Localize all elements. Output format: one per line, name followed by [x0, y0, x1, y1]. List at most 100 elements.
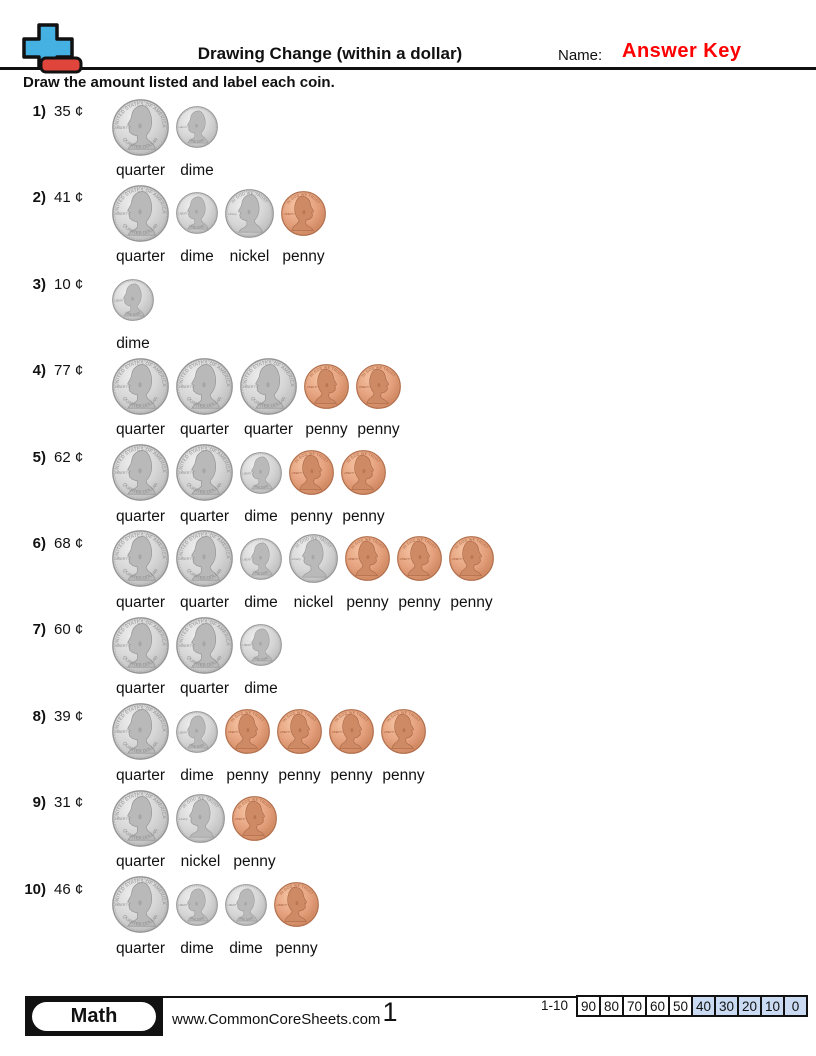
- coin-label: penny: [290, 507, 333, 525]
- coin-item: IN GOD WE TRUST LIBERTY penny: [289, 444, 334, 526]
- coin-dime: ONE DIME LIBERTY: [225, 876, 267, 934]
- problem-number: 7): [32, 621, 46, 639]
- coin-row: UNITED STATES OF AMERICA QUARTER DOLLAR LI…: [112, 98, 218, 180]
- coin-item: IN GOD WE TRUST LIBERTY penny: [397, 530, 442, 612]
- svg-text:LIBERTY: LIBERTY: [115, 730, 130, 734]
- svg-text:LIBERTY: LIBERTY: [332, 730, 343, 734]
- problem-amount: 46 ¢: [54, 880, 84, 898]
- subject-badge-label: Math: [32, 1001, 156, 1031]
- coin-item: UNITED STATES OF AMERICA QUARTER DOLLAR LI…: [176, 444, 233, 526]
- problem-row: 10) 46 ¢ UNITED STATES OF AMERICA QUARTER …: [0, 876, 816, 962]
- coin-label: dime: [116, 334, 150, 352]
- coin-label: quarter: [179, 507, 230, 525]
- coin-item: UNITED STATES OF AMERICA QUARTER DOLLAR LI…: [176, 530, 233, 612]
- logo-dash-icon: [39, 56, 83, 74]
- coin-item: IN GOD WE TRUST LIBERTY penny: [356, 357, 401, 439]
- svg-text:Liberty: Liberty: [292, 557, 301, 561]
- coin-quarter: UNITED STATES OF AMERICA QUARTER DOLLAR LI…: [112, 444, 169, 502]
- svg-text:ONE DIME: ONE DIME: [189, 742, 206, 748]
- dime-coin-icon: ONE DIME LIBERTY: [176, 106, 218, 148]
- coin-row: UNITED STATES OF AMERICA QUARTER DOLLAR LI…: [112, 789, 277, 871]
- svg-text:ONE DIME: ONE DIME: [125, 310, 142, 316]
- coin-label: dime: [244, 680, 278, 698]
- problem-number: 10): [24, 880, 46, 898]
- problem-amount: 60 ¢: [54, 621, 84, 639]
- coin-label: nickel: [293, 593, 334, 611]
- subject-badge: Math: [25, 996, 163, 1036]
- problem-amount: 35 ¢: [54, 103, 84, 120]
- coin-item: IN GOD WE TRUST LIBERTY penny: [449, 530, 494, 612]
- dime-coin-icon: ONE DIME LIBERTY: [225, 883, 267, 926]
- coin-dime: ONE DIME LIBERTY: [240, 530, 282, 588]
- problem-number: 6): [32, 534, 46, 552]
- coin-row: UNITED STATES OF AMERICA QUARTER DOLLAR LI…: [112, 703, 426, 785]
- score-cell: 60: [645, 995, 670, 1017]
- svg-text:ONE DIME: ONE DIME: [189, 915, 206, 921]
- instruction-text: Draw the amount listed and label each co…: [23, 74, 335, 91]
- coin-item: IN GOD WE TRUST Liberty nickel: [176, 789, 225, 871]
- dime-coin-icon: ONE DIME LIBERTY: [176, 710, 218, 753]
- coin-row: UNITED STATES OF AMERICA QUARTER DOLLAR LI…: [112, 444, 386, 526]
- svg-text:ONE DIME: ONE DIME: [189, 224, 206, 230]
- score-table: 1-10 90 80 70 60 50 40 30 20 10 0: [541, 995, 808, 1017]
- score-cell: 20: [737, 995, 762, 1017]
- svg-text:LIBERTY: LIBERTY: [179, 558, 194, 562]
- coin-item: IN GOD WE TRUST LIBERTY penny: [381, 703, 426, 785]
- coin-item: ONE DIME LIBERTY dime: [240, 444, 282, 526]
- dime-coin-icon: ONE DIME LIBERTY: [176, 883, 218, 926]
- coin-label: penny: [233, 853, 276, 871]
- problem-amount: 10 ¢: [54, 275, 84, 293]
- coin-label: quarter: [179, 680, 230, 698]
- coin-label: quarter: [115, 248, 166, 266]
- coin-penny: IN GOD WE TRUST LIBERTY: [329, 703, 374, 761]
- coin-nickel: IN GOD WE TRUST Liberty: [289, 530, 338, 588]
- score-cells: 90 80 70 60 50 40 30 20 10 0: [576, 995, 808, 1017]
- answer-key-text: Answer Key: [622, 40, 742, 62]
- coin-penny: IN GOD WE TRUST LIBERTY: [277, 703, 322, 761]
- coin-dime: ONE DIME LIBERTY: [176, 876, 218, 934]
- svg-text:LIBERTY: LIBERTY: [452, 557, 463, 561]
- score-cell: 10: [760, 995, 785, 1017]
- svg-text:LIBERTY: LIBERTY: [179, 213, 190, 216]
- coin-penny: IN GOD WE TRUST LIBERTY: [356, 357, 401, 415]
- coin-item: IN GOD WE TRUST Liberty nickel: [289, 530, 338, 612]
- coin-label: dime: [180, 766, 214, 784]
- coin-item: IN GOD WE TRUST LIBERTY penny: [277, 703, 322, 785]
- score-cell: 0: [783, 995, 808, 1017]
- coin-label: dime: [244, 593, 278, 611]
- problem-number: 9): [32, 794, 46, 812]
- coin-item: IN GOD WE TRUST LIBERTY penny: [225, 703, 270, 785]
- problem-row: 2) 41 ¢ UNITED STATES OF AMERICA QUARTER D…: [0, 184, 816, 270]
- svg-text:LIBERTY: LIBERTY: [115, 299, 126, 302]
- svg-text:LIBERTY: LIBERTY: [284, 212, 295, 216]
- coin-quarter: UNITED STATES OF AMERICA QUARTER DOLLAR LI…: [176, 616, 233, 674]
- coin-quarter: UNITED STATES OF AMERICA QUARTER DOLLAR LI…: [112, 703, 169, 761]
- coin-quarter: UNITED STATES OF AMERICA QUARTER DOLLAR LI…: [112, 357, 169, 415]
- coin-dime: ONE DIME LIBERTY: [240, 444, 282, 502]
- svg-text:ONE DIME: ONE DIME: [253, 569, 270, 575]
- coin-label: penny: [330, 766, 373, 784]
- coin-item: IN GOD WE TRUST LIBERTY penny: [329, 703, 374, 785]
- coin-label: penny: [450, 593, 493, 611]
- footer-divider: [25, 996, 808, 998]
- problem-row: 1) 35 ¢ UNITED STATES OF AMERICA QUARTER D…: [0, 98, 816, 184]
- coin-label: nickel: [229, 248, 270, 266]
- coin-item: UNITED STATES OF AMERICA QUARTER DOLLAR LI…: [112, 530, 169, 612]
- problem-amount: 31 ¢: [54, 794, 84, 812]
- score-cell: 70: [622, 995, 647, 1017]
- coin-penny: IN GOD WE TRUST LIBERTY: [274, 876, 319, 934]
- coin-quarter: UNITED STATES OF AMERICA QUARTER DOLLAR LI…: [112, 876, 169, 934]
